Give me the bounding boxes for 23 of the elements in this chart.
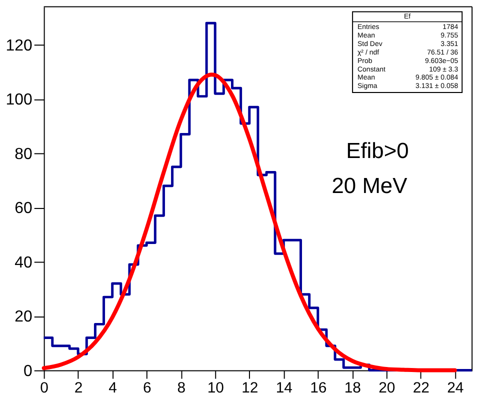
x-tick-label: 18 (344, 380, 361, 397)
x-tick-label: 0 (40, 380, 48, 397)
x-tick-label: 22 (412, 380, 430, 397)
x-tick-label: 10 (207, 380, 224, 397)
y-tick-label: 120 (6, 37, 32, 54)
y-tick-label: 20 (14, 308, 33, 326)
x-tick-label: 4 (108, 380, 117, 397)
y-tick-label: 0 (24, 362, 33, 380)
x-tick-label: 8 (177, 380, 186, 397)
line-series (42, 72, 457, 372)
x-tick-label: 16 (310, 380, 327, 397)
x-tick-label: 20 (378, 380, 396, 397)
x-tick-label: 2 (74, 380, 83, 397)
annotation: Efib>0 (346, 138, 409, 164)
x-tick-label: 14 (276, 380, 292, 397)
y-tick-label: 100 (6, 92, 32, 109)
x-tick-label: 24 (447, 380, 464, 397)
y-tick-label: 40 (14, 254, 33, 272)
y-tick-label: 60 (14, 200, 33, 218)
annotation: 20 MeV (332, 173, 408, 198)
y-tick-label: 80 (14, 146, 33, 163)
x-tick-label: 6 (142, 380, 152, 397)
x-tick-label: 12 (242, 380, 258, 397)
